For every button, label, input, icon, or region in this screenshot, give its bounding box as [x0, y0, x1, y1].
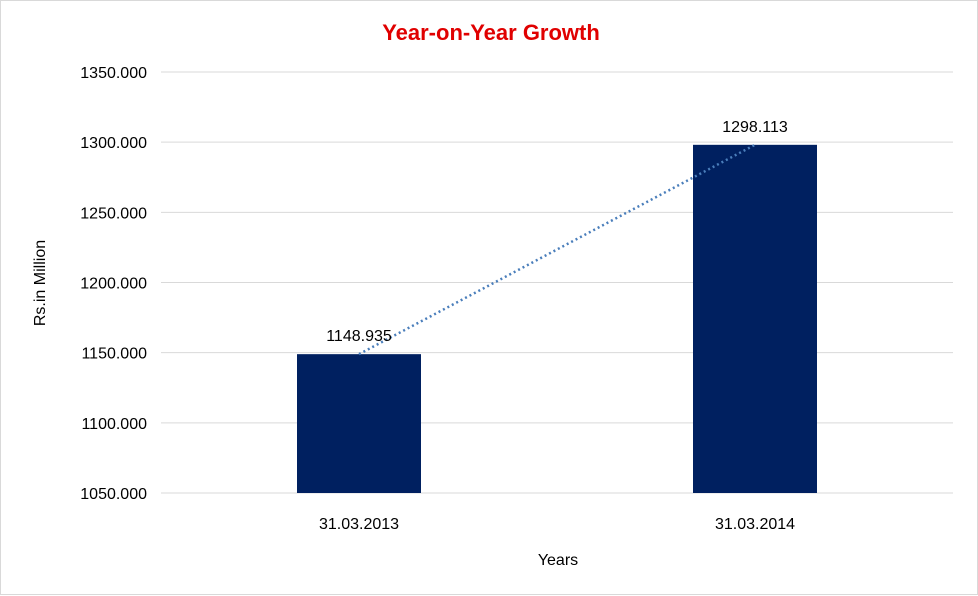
chart-title: Year-on-Year Growth — [382, 20, 600, 45]
y-tick-label: 1300.000 — [80, 135, 147, 152]
data-label: 1148.935 — [326, 328, 392, 345]
y-tick-label: 1100.000 — [81, 416, 147, 433]
bars — [297, 144, 817, 493]
y-axis-title: Rs.in Million — [32, 240, 49, 326]
y-tick-label: 1050.000 — [80, 486, 147, 503]
bar — [693, 144, 817, 493]
bar — [297, 354, 421, 493]
y-tick-label: 1200.000 — [80, 276, 147, 293]
y-axis-ticks: 1050.000 1100.000 1150.000 1200.000 1250.000… — [80, 65, 147, 503]
data-label: 1298.113 — [722, 119, 788, 136]
x-tick-label: 31.03.2013 — [319, 516, 399, 533]
gridlines — [161, 71, 953, 494]
x-axis-ticks: 31.03.2013 31.03.2014 — [319, 516, 795, 533]
data-labels: 1148.935 1298.113 — [326, 119, 788, 345]
x-tick-label: 31.03.2014 — [715, 516, 795, 533]
y-tick-label: 1150.000 — [81, 346, 147, 363]
x-axis-title: Years — [538, 552, 578, 569]
y-tick-label: 1350.000 — [80, 65, 147, 82]
y-tick-label: 1250.000 — [80, 205, 147, 222]
